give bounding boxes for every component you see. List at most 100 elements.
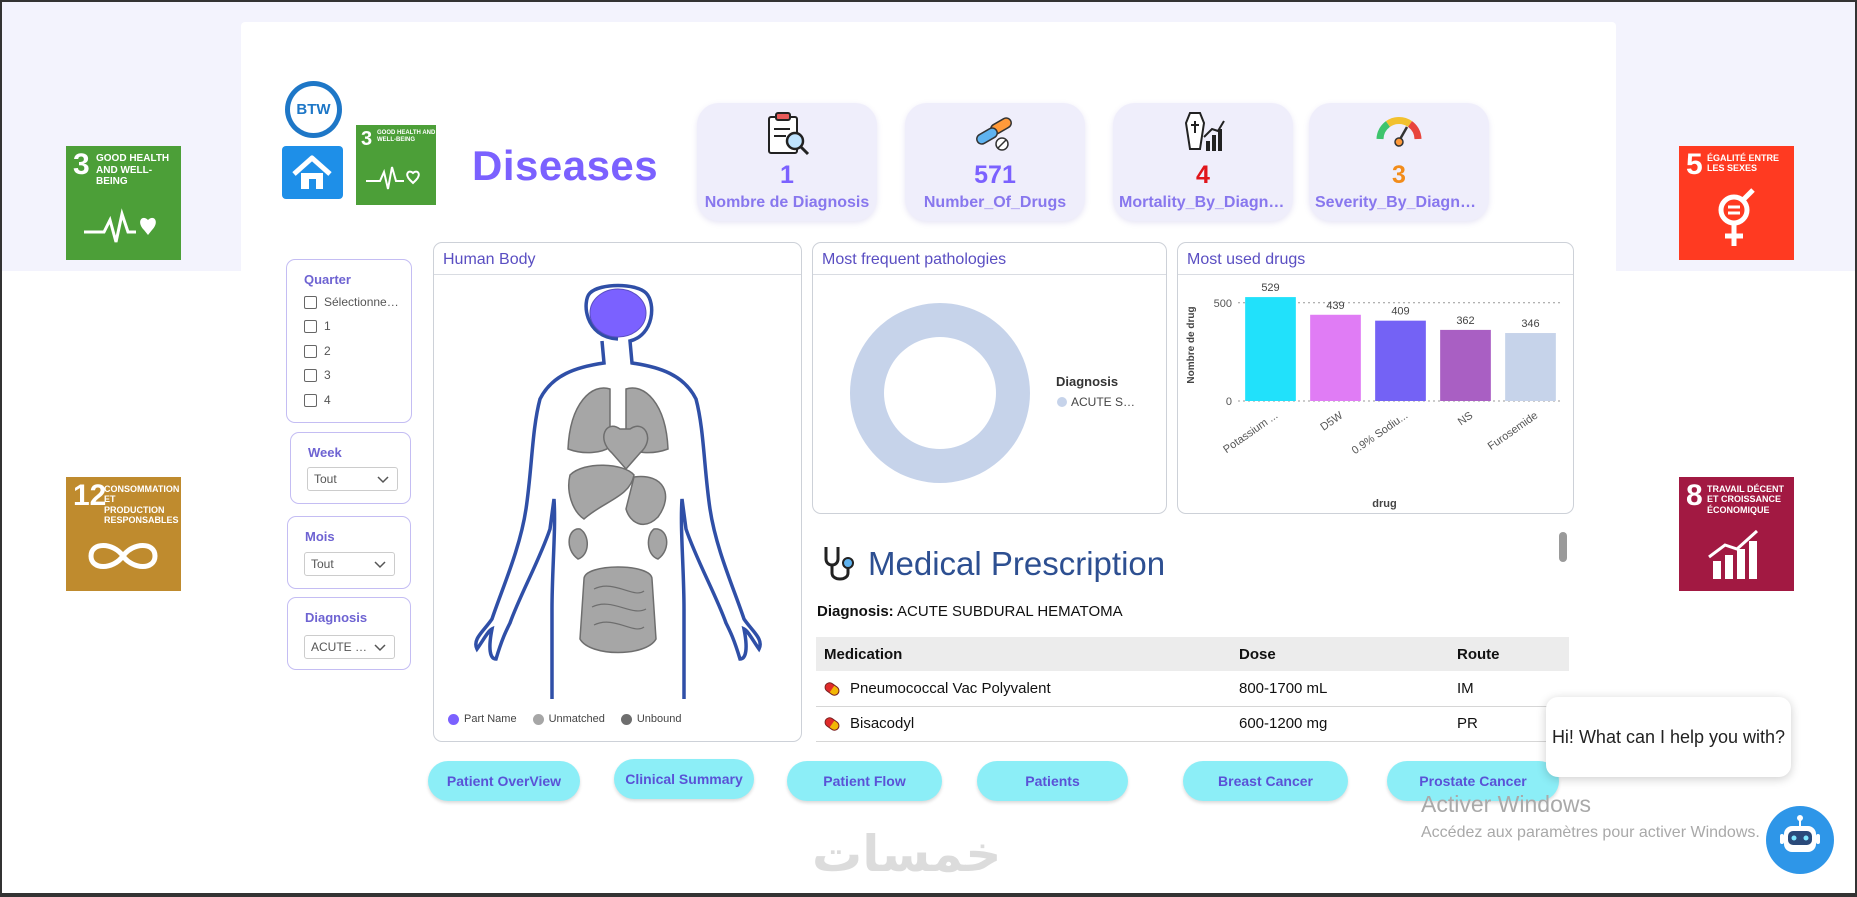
medication-cell: Pneumococcal Vac Polyvalent (816, 671, 1231, 707)
x-tick-label: 0.9% Sodiu... (1350, 410, 1410, 457)
checkbox[interactable] (304, 319, 317, 333)
quarter-option-1[interactable]: 1 (304, 319, 331, 333)
y-tick-label: 0 (1226, 396, 1232, 408)
heart (603, 425, 649, 471)
legend-dot (532, 713, 544, 725)
legend-item: Unmatched (532, 713, 605, 725)
dropdown-value: ACUTE SUBDURAL HEMATOMA (311, 640, 373, 654)
option-label: 3 (324, 368, 331, 382)
drugs-bar-chart[interactable]: 0 500 529 Potassium ... 439 D5W 409 0.9% Sodiu.… (1178, 275, 1575, 515)
sdg-number: 3 (361, 128, 373, 150)
bar[interactable] (1375, 320, 1426, 401)
sdg-text: GOOD HEALTH AND WELL-BEING (377, 130, 436, 143)
sdg-number: 3 (73, 148, 90, 181)
drugs-panel: Most used drugs 0 500 529 Potassium ... 439 D… (1177, 242, 1574, 514)
bar[interactable] (1440, 329, 1491, 401)
legend-dot (1057, 397, 1067, 407)
kpi-label: Nombre de Diagnosis (704, 194, 870, 211)
medication-cell: Bisacodyl (816, 706, 1231, 742)
quarter-option-2[interactable]: 2 (304, 344, 331, 358)
panel-header: Most frequent pathologies (813, 243, 1166, 275)
quarter-option-4[interactable]: 4 (304, 393, 331, 407)
diagnosis-slicer: Diagnosis ACUTE SUBDURAL HEMATOMA (287, 597, 411, 670)
dose-cell: 600-1200 mg (1231, 706, 1449, 742)
chevron-down-icon (374, 561, 386, 569)
kpi-value: 3 (1392, 161, 1406, 189)
kpi-number-of-drugs: 571 Number_Of_Drugs (905, 103, 1085, 221)
legend-label: Unmatched (548, 713, 605, 725)
checkbox[interactable] (304, 368, 317, 382)
prescription-title: Medical Prescription (868, 545, 1166, 582)
sdg-text: TRAVAIL DÉCENT ET CROISSANCE ÉCONOMIQUE (1707, 484, 1785, 515)
nav-breast-cancer-button[interactable]: Breast Cancer (1183, 761, 1348, 801)
legend-item: Part Name (448, 713, 517, 725)
donut-slice[interactable] (849, 303, 1030, 483)
legend-dot (448, 713, 459, 725)
slicer-title: Quarter (304, 272, 351, 287)
kpi-severity: 3 Severity_By_Diagnosis_Count (1309, 103, 1489, 221)
table-row[interactable]: Pneumococcal Vac Polyvalent 800-1700 mL … (816, 671, 1569, 707)
x-tick-label: D5W (1318, 409, 1345, 433)
donut-legend-item: ACUTE SUBDURAL HEMATOMA (1057, 395, 1143, 409)
gauge-icon (1376, 117, 1422, 147)
prescription-scrollbar[interactable] (1559, 532, 1567, 562)
home-button[interactable] (282, 146, 343, 199)
data-label: 362 (1456, 315, 1474, 327)
week-dropdown[interactable]: Tout (307, 467, 398, 491)
column-header: Dose (1231, 637, 1449, 671)
donut-chart[interactable] (813, 275, 1168, 515)
checkbox[interactable] (304, 393, 317, 407)
slicer-title: Diagnosis (305, 610, 368, 625)
pills-icon (976, 117, 1012, 151)
panel-title: Most frequent pathologies (822, 251, 1007, 268)
bar[interactable] (1245, 297, 1296, 401)
nav-patients-button[interactable]: Patients (977, 761, 1128, 801)
sdg-tile-5: 5 ÉGALITÉ ENTRE LES SEXES (1679, 146, 1794, 260)
data-label: 439 (1326, 300, 1344, 312)
checkbox[interactable] (304, 295, 317, 309)
sdg-tile-12: 12 CONSOMMATION ET PRODUCTION RESPONSABL… (66, 477, 181, 591)
quarter-option-all[interactable]: Sélectionner tout (304, 295, 400, 309)
mois-dropdown[interactable]: Tout (304, 552, 395, 576)
panel-header: Most used drugs (1178, 243, 1573, 275)
clipboard-search-icon (768, 112, 810, 156)
sdg-3-badge: 3 GOOD HEALTH AND WELL-BEING (356, 125, 436, 205)
checkbox[interactable] (304, 344, 317, 358)
slicer-title: Mois (305, 529, 335, 544)
btw-logo: BTW (285, 81, 342, 138)
kpi-value: 1 (780, 161, 794, 189)
table-header-row: Medication Dose Route (816, 637, 1569, 671)
chatbot-greeting[interactable]: Hi! What can I help you with? (1546, 697, 1791, 777)
bar[interactable] (1310, 314, 1361, 401)
nav-clinical-summary-button[interactable]: Clinical Summary (614, 759, 754, 799)
panel-title: Most used drugs (1187, 251, 1306, 268)
kpi-label: Mortality_By_Diagnosis (1119, 194, 1287, 211)
table-row[interactable]: Bisacodyl 600-1200 mg PR (816, 706, 1569, 742)
y-tick-label: 500 (1214, 298, 1232, 310)
option-label: 2 (324, 344, 331, 358)
nav-prostate-cancer-button[interactable]: Prostate Cancer (1387, 761, 1559, 801)
brain-part[interactable] (589, 288, 647, 338)
dropdown-value: Tout (311, 557, 334, 571)
legend-label: Unbound (636, 713, 682, 725)
nav-patient-flow-button[interactable]: Patient Flow (787, 761, 942, 801)
medication-name: Pneumococcal Vac Polyvalent (850, 679, 1051, 697)
human-body-panel: Human Body Part Name Unmatched Unbound (433, 242, 802, 742)
legend-item: Unbound (620, 713, 682, 725)
x-tick-label: Potassium ... (1221, 410, 1280, 456)
chatbot-button[interactable] (1766, 806, 1834, 874)
donut-legend-title: Diagnosis (1056, 374, 1119, 389)
kpi-value: 571 (974, 161, 1016, 189)
sdg-text: CONSOMMATION ET PRODUCTION RESPONSABLES (104, 484, 180, 526)
human-body-diagram[interactable] (434, 279, 803, 699)
quarter-option-3[interactable]: 3 (304, 368, 331, 382)
medication-name: Bisacodyl (850, 715, 915, 732)
diagnosis-dropdown[interactable]: ACUTE SUBDURAL HEMATOMA (304, 635, 395, 659)
sdg-number: 12 (73, 479, 107, 512)
coffin-chart-icon (1184, 112, 1225, 151)
liver (568, 464, 635, 520)
nav-patient-overview-button[interactable]: Patient OverView (428, 761, 580, 801)
sdg-tile-3: 3 GOOD HEALTH AND WELL-BEING (66, 146, 181, 260)
heartbeat-icon (366, 166, 420, 190)
bar[interactable] (1505, 333, 1556, 401)
